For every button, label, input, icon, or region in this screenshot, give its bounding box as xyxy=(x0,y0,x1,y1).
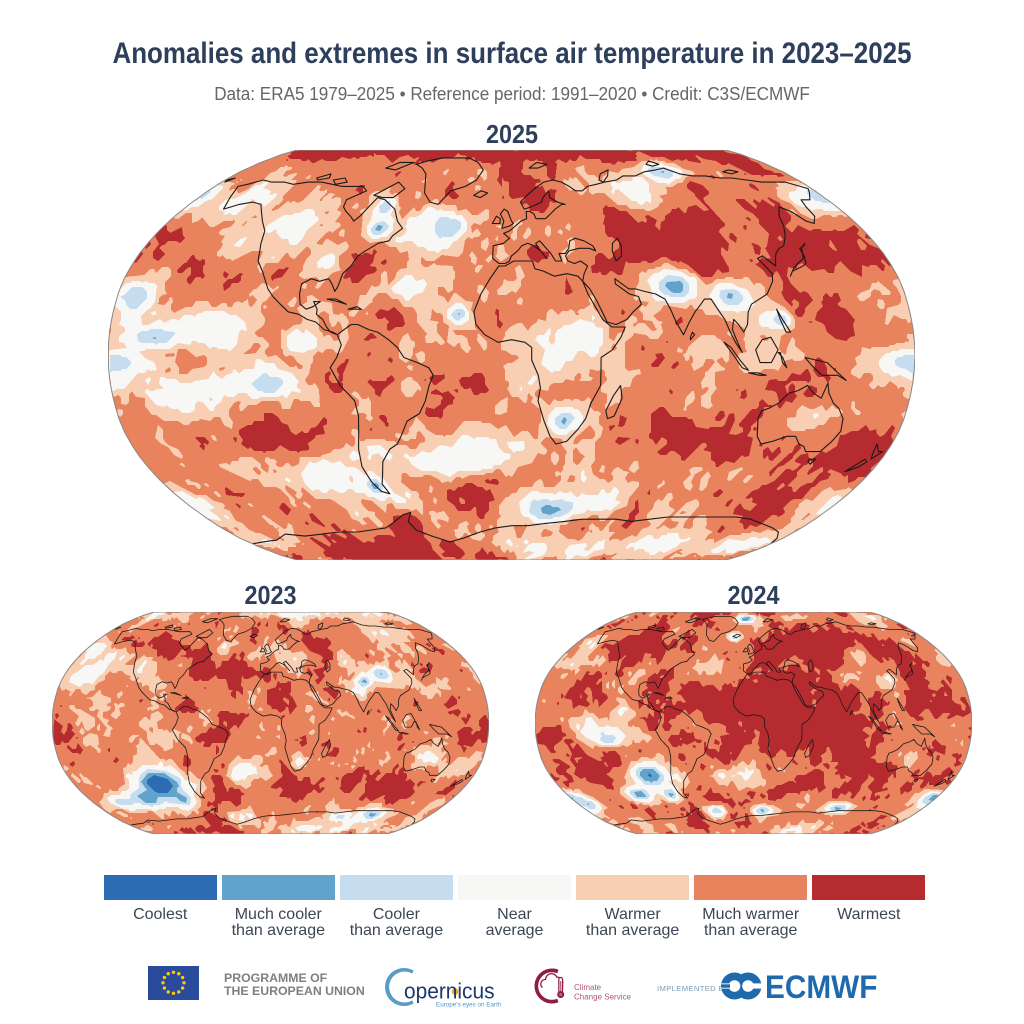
svg-text:Change Service: Change Service xyxy=(574,993,631,1002)
svg-text:opernicus: opernicus xyxy=(404,979,495,1004)
svg-text:Climate: Climate xyxy=(574,983,602,992)
svg-text:ECMWF: ECMWF xyxy=(765,969,877,1005)
svg-text:Europe’s eyes on Earth: Europe’s eyes on Earth xyxy=(436,1002,502,1009)
